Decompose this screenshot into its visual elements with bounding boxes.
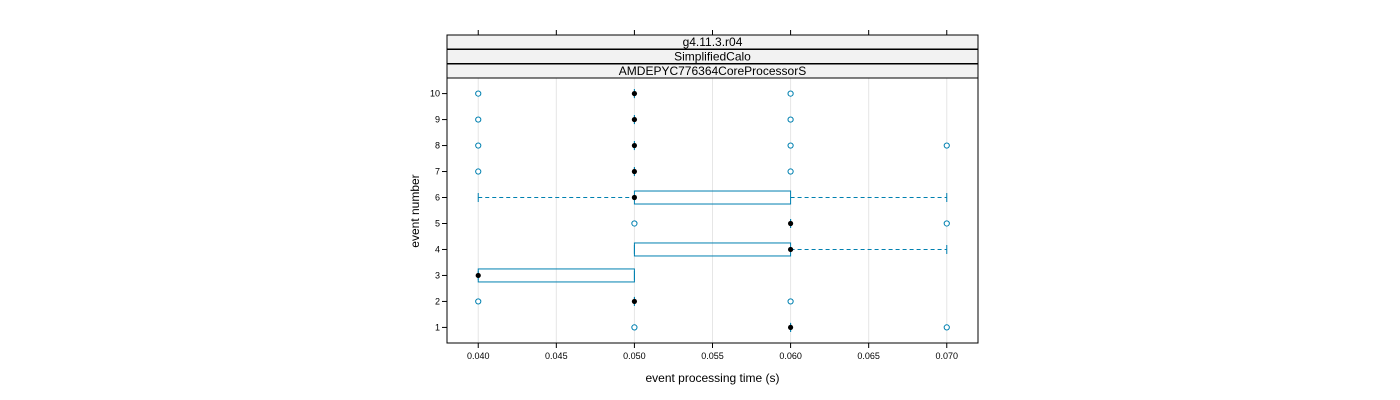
median-dot [631,90,638,97]
outlier-point-2 [943,142,950,149]
box-event-8 [475,141,950,151]
strip-3-label: AMDEPYC776364CoreProcessorS [619,64,806,78]
plot-area [475,89,950,332]
x-tick-label-4: 0.060 [779,351,802,361]
y-tick-label-0: 1 [435,322,440,332]
median-dot [787,246,794,253]
box-event-1 [631,322,950,332]
median-dot [631,116,638,123]
outlier-point-0 [475,116,482,123]
y-tick-label-3: 4 [435,244,440,254]
median-dot [787,220,794,227]
x-tick-label-1: 0.045 [545,351,568,361]
median-dot [631,194,638,201]
y-tick-label-9: 10 [430,89,440,99]
median-dot [475,272,481,279]
box-event-7 [475,167,794,177]
box-event-2 [475,296,794,306]
median-dot [631,298,638,305]
y-axis: 1 2 3 4 5 6 7 8 9 10 [430,89,447,332]
strip-2-label: SimplifiedCalo [674,50,751,64]
outlier-point-1 [787,116,794,123]
outlier-point-0 [475,168,482,175]
box-event-5 [631,218,950,228]
outlier-point-1 [787,142,794,149]
y-tick-label-1: 2 [435,296,440,306]
outlier-point-1 [943,324,950,331]
outlier-point-0 [475,90,482,97]
x-axis-title: event processing time (s) [645,371,779,385]
y-axis-title: event number [408,174,422,247]
median-dot [787,324,794,331]
outlier-point-0 [475,142,482,149]
outlier-point-1 [787,298,794,305]
box-event-3 [475,268,635,283]
median-dot [631,142,638,149]
x-tick-label-6: 0.070 [935,351,958,361]
y-tick-label-6: 7 [435,167,440,177]
outlier-point-0 [631,324,638,331]
box-event-6 [477,190,948,205]
grid-lines [477,78,948,343]
outlier-point-1 [787,90,794,97]
box-event-4 [633,242,948,257]
outlier-point-0 [475,298,482,305]
strip-1-label: g4.11.3.r04 [683,35,743,49]
x-axis: 0.040 0.045 0.050 0.055 0.060 0.065 0.070 [467,30,958,361]
y-tick-label-4: 5 [435,218,440,228]
outlier-point-1 [787,168,794,175]
outlier-point-0 [631,220,638,227]
x-tick-label-3: 0.055 [701,351,724,361]
x-tick-label-2: 0.050 [623,351,646,361]
x-tick-label-5: 0.065 [857,351,880,361]
y-tick-label-5: 6 [435,193,440,203]
y-tick-label-2: 3 [435,270,440,280]
median-dot [631,168,638,175]
outlier-point-1 [943,220,950,227]
box-event-10 [475,89,794,99]
y-tick-label-7: 8 [435,141,440,151]
box-event-9 [475,115,794,125]
strip-headers: g4.11.3.r04 SimplifiedCalo AMDEPYC776364… [446,34,979,79]
y-tick-label-8: 9 [435,115,440,125]
x-tick-label-0: 0.040 [467,351,490,361]
